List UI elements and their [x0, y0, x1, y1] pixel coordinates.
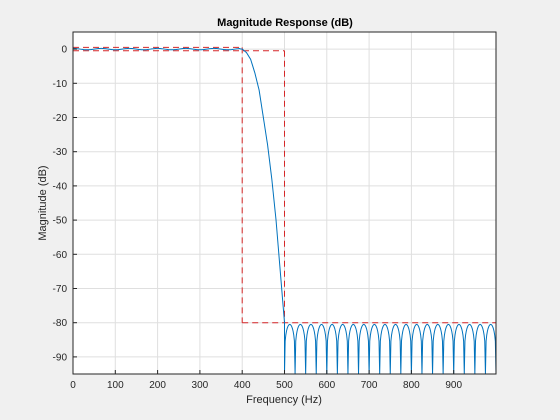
- y-tick-label: -30: [53, 147, 68, 158]
- y-tick-label: -10: [53, 79, 68, 90]
- x-tick-label: 700: [361, 380, 378, 391]
- y-tick-label: -80: [53, 318, 68, 329]
- x-axis-label: Frequency (Hz): [246, 394, 322, 406]
- x-axis: 0 100 200 300 400 500 600 700 800 900: [70, 370, 462, 391]
- x-tick-label: 0: [70, 380, 76, 391]
- x-tick-label: 300: [192, 380, 209, 391]
- y-axis: 0 -10 -20 -30 -40 -50 -60 -70 -80 -90: [53, 45, 77, 363]
- x-tick-label: 100: [107, 380, 124, 391]
- magnitude-response-line: [72, 47, 497, 375]
- y-tick-label: -60: [53, 250, 68, 261]
- x-tick-label: 900: [445, 380, 462, 391]
- chart-title: Magnitude Response (dB): [217, 17, 353, 29]
- y-tick-label: -50: [53, 216, 68, 227]
- y-tick-label: 0: [61, 45, 67, 56]
- x-tick-label: 500: [276, 380, 293, 391]
- x-tick-label: 600: [318, 380, 335, 391]
- y-axis-label: Magnitude (dB): [37, 165, 49, 240]
- x-tick-label: 800: [403, 380, 420, 391]
- y-tick-label: -20: [53, 113, 68, 124]
- y-tick-label: -40: [53, 181, 68, 192]
- y-tick-label: -90: [53, 352, 68, 363]
- x-tick-label: 200: [149, 380, 166, 391]
- y-tick-label: -70: [53, 284, 68, 295]
- response-curve-group: [72, 47, 497, 375]
- x-tick-label: 400: [234, 380, 251, 391]
